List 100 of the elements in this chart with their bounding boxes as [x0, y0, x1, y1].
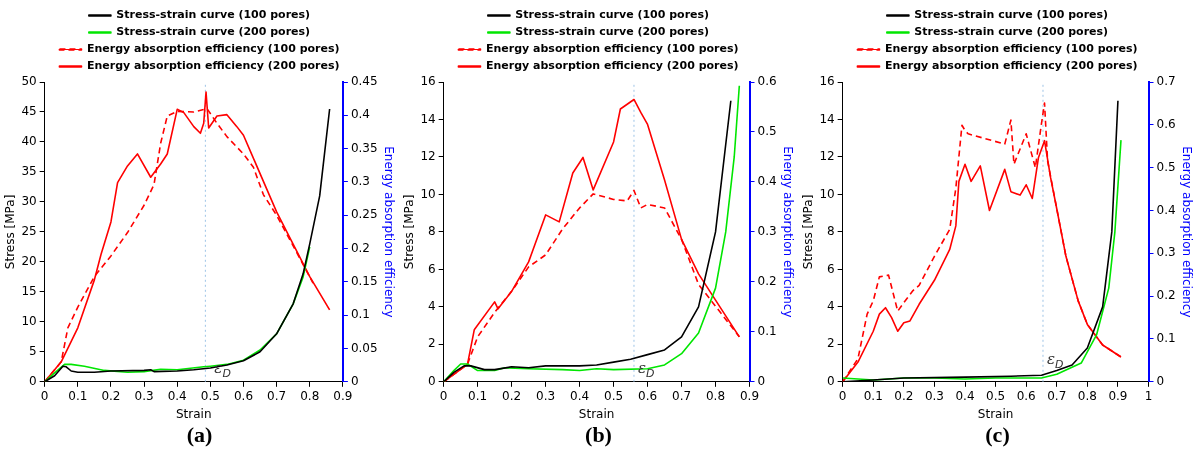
y-tick-label: 45	[21, 104, 37, 119]
x-tick-label: 0.7	[1047, 389, 1067, 404]
x-tick-label: 0.4	[167, 389, 187, 404]
y-tick-label: 14	[420, 111, 436, 126]
y-tick-label: 2	[827, 336, 835, 351]
legend-label: Energy absorption efficiency (100 pores)	[485, 42, 739, 56]
y-tick-label: 12	[819, 149, 835, 164]
y-tick-label: 30	[21, 194, 37, 209]
y2-axis-title: Energy absorption efficiency	[381, 146, 396, 318]
x-tick-label: 0.9	[739, 389, 760, 404]
x-tick-label: 0.5	[200, 389, 220, 404]
y-tick-label: 0	[29, 373, 37, 388]
x-tick-label: 0.3	[924, 389, 944, 404]
y2-tick-label: 0.45	[350, 74, 378, 89]
legend-label: Energy absorption efficiency (200 pores)	[485, 59, 739, 73]
y2-tick-label: 0.7	[1156, 74, 1176, 89]
x-tick-label: 0.9	[1108, 389, 1128, 404]
y-tick-label: 40	[21, 134, 37, 149]
legend-label: Energy absorption efficiency (200 pores)	[86, 59, 340, 73]
y-axis-title: Stress [MPa]	[801, 194, 816, 270]
x-tick-label: 0.8	[705, 389, 726, 404]
y-tick-label: 8	[827, 224, 835, 239]
y-tick-label: 14	[819, 111, 835, 126]
x-tick-label: 0.8	[300, 389, 320, 404]
y-tick-label: 25	[21, 224, 37, 239]
legend-label: Stress-strain curve (200 pores)	[914, 25, 1109, 39]
y-tick-label: 4	[827, 298, 835, 313]
legend-label: Stress-strain curve (200 pores)	[515, 25, 710, 39]
y2-tick-label: 0.1	[757, 323, 777, 338]
y2-tick-label: 0.25	[350, 207, 378, 222]
legend-label: Energy absorption efficiency (100 pores)	[86, 42, 340, 56]
y-tick-label: 0	[827, 373, 835, 388]
x-tick-label: 0	[838, 389, 847, 404]
y2-tick-label: 0.4	[1156, 202, 1176, 217]
y2-tick-label: 0.2	[1156, 288, 1176, 303]
y2-tick-label: 0.15	[350, 273, 378, 288]
y-tick-label: 4	[428, 298, 436, 313]
x-tick-label: 0.6	[638, 389, 658, 404]
y2-tick-label: 0.3	[1156, 245, 1176, 260]
y2-tick-label: 0	[1156, 373, 1165, 388]
y2-tick-label: 0.1	[350, 307, 370, 322]
x-tick-label: 0.2	[502, 389, 522, 404]
x-tick-label: 0.8	[1077, 389, 1097, 404]
y-tick-label: 6	[428, 261, 436, 276]
y2-tick-label: 0.5	[1156, 159, 1176, 174]
x-tick-label: 0.9	[333, 389, 353, 404]
y-tick-label: 10	[21, 313, 37, 328]
x-tick-label: 0.7	[267, 389, 287, 404]
y2-tick-label: 0.35	[350, 140, 378, 155]
x-axis-title: Strain	[578, 406, 615, 421]
y2-tick-label: 0	[350, 373, 359, 388]
text: (a)	[186, 422, 213, 448]
legend-label: Stress-strain curve (100 pores)	[515, 8, 710, 22]
y2-tick-label: 0.3	[757, 224, 777, 239]
y-tick-label: 0	[428, 373, 436, 388]
y-tick-label: 10	[819, 186, 835, 201]
y-tick-label: 2	[428, 336, 436, 351]
x-tick-label: 0.2	[894, 389, 914, 404]
x-tick-label: 0.6	[1016, 389, 1036, 404]
y-tick-label: 6	[827, 261, 835, 276]
y2-axis-title: Energy absorption efficiency	[1179, 146, 1194, 318]
y-tick-label: 20	[21, 254, 37, 269]
x-tick-label: 0.3	[134, 389, 154, 404]
y2-tick-label: 0.2	[757, 273, 777, 288]
y2-tick-label: 0.3	[350, 174, 370, 189]
x-tick-label: 0.6	[233, 389, 254, 404]
x-tick-label: 1	[1144, 389, 1153, 404]
x-tick-label: 0	[439, 389, 448, 404]
y-tick-label: 16	[819, 74, 835, 89]
x-tick-label: 0.3	[536, 389, 556, 404]
y-tick-label: 12	[420, 149, 436, 164]
y-tick-label: 8	[428, 224, 436, 239]
y2-tick-label: 0.2	[350, 240, 370, 255]
x-tick-label: 0.2	[101, 389, 121, 404]
legend-label: Stress-strain curve (200 pores)	[116, 25, 311, 39]
y2-tick-label: 0	[757, 373, 766, 388]
y2-tick-label: 0.1	[1156, 331, 1176, 346]
x-tick-label: 0.5	[986, 389, 1006, 404]
y2-tick-label: 0.05	[350, 340, 378, 355]
y2-axis-title: Energy absorption efficiency	[780, 146, 795, 318]
y-tick-label: 35	[21, 164, 37, 179]
y2-tick-label: 0.5	[757, 124, 777, 139]
y-tick-label: 16	[420, 74, 436, 89]
x-tick-label: 0.5	[604, 389, 624, 404]
x-tick-label: 0.4	[570, 389, 590, 404]
y2-tick-label: 0.6	[757, 74, 777, 89]
x-axis-title: Strain	[977, 406, 1014, 421]
text: (b)	[585, 422, 612, 448]
x-axis-title: Strain	[175, 406, 212, 421]
x-tick-label: 0.1	[863, 389, 883, 404]
legend-label: Energy absorption efficiency (100 pores)	[884, 42, 1138, 56]
y-axis-title: Stress [MPa]	[3, 194, 18, 270]
y2-tick-label: 0.4	[350, 107, 370, 122]
y-tick-label: 15	[21, 283, 37, 298]
y2-tick-label: 0.6	[1156, 116, 1176, 131]
x-tick-label: 0	[40, 389, 49, 404]
legend-label: Energy absorption efficiency (200 pores)	[884, 59, 1138, 73]
y2-tick-label: 0.4	[757, 174, 777, 189]
x-tick-label: 0.7	[672, 389, 692, 404]
y-tick-label: 5	[29, 343, 37, 358]
